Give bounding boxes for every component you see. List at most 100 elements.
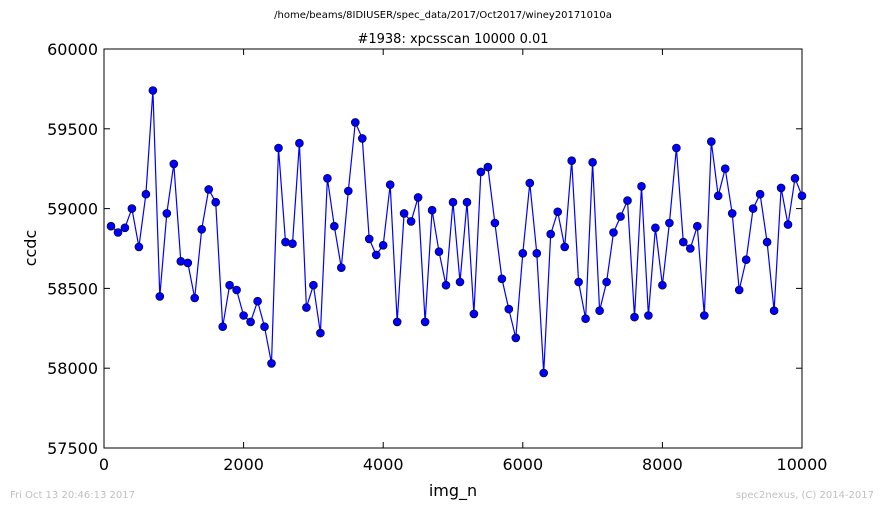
data-point bbox=[783, 220, 793, 229]
data-point bbox=[602, 277, 611, 287]
data-point bbox=[427, 205, 437, 215]
y-tick-label: 60000 bbox=[47, 40, 98, 59]
data-point bbox=[553, 207, 563, 217]
data-point bbox=[665, 218, 674, 228]
data-point bbox=[574, 277, 583, 287]
data-point bbox=[616, 212, 625, 221]
data-point bbox=[218, 322, 227, 332]
data-point bbox=[699, 311, 709, 320]
x-tick-label: 0 bbox=[99, 455, 109, 474]
data-point bbox=[434, 247, 444, 256]
footer-credit: spec2nexus, (C) 2014-2017 bbox=[735, 490, 874, 501]
data-point bbox=[546, 229, 556, 239]
y-tick-label: 59500 bbox=[47, 120, 98, 139]
data-point bbox=[211, 197, 220, 207]
data-point bbox=[253, 296, 262, 306]
series-layer bbox=[106, 86, 807, 378]
data-point bbox=[343, 186, 353, 196]
data-point bbox=[713, 191, 723, 201]
data-point bbox=[371, 250, 381, 260]
data-point bbox=[336, 263, 346, 273]
data-point bbox=[678, 237, 688, 247]
data-point bbox=[302, 303, 311, 312]
data-point bbox=[106, 221, 116, 231]
data-point bbox=[588, 158, 597, 167]
data-point bbox=[155, 292, 165, 301]
data-point bbox=[190, 293, 199, 303]
data-point bbox=[734, 285, 744, 295]
data-point bbox=[246, 317, 255, 327]
data-point bbox=[755, 189, 765, 199]
data-point bbox=[748, 204, 758, 213]
data-point bbox=[532, 249, 542, 258]
x-tick-label: 4000 bbox=[363, 455, 404, 474]
x-tick-label: 6000 bbox=[502, 455, 543, 474]
data-point bbox=[197, 225, 206, 234]
data-point bbox=[630, 312, 639, 322]
data-point bbox=[797, 191, 807, 201]
data-point bbox=[455, 277, 465, 287]
data-point bbox=[518, 249, 528, 258]
data-point bbox=[762, 237, 772, 247]
data-point bbox=[385, 180, 395, 189]
data-point bbox=[644, 311, 653, 320]
y-tick-label: 59000 bbox=[47, 200, 98, 219]
data-point bbox=[539, 368, 549, 378]
data-point bbox=[120, 223, 130, 233]
data-point bbox=[281, 237, 290, 247]
data-point bbox=[741, 255, 751, 265]
data-point bbox=[651, 223, 660, 233]
data-point bbox=[790, 174, 800, 183]
data-point bbox=[720, 164, 730, 173]
data-point bbox=[448, 197, 458, 207]
y-tick-label: 57500 bbox=[47, 439, 98, 458]
data-point bbox=[406, 217, 416, 226]
data-point bbox=[623, 196, 632, 205]
data-point bbox=[483, 162, 493, 172]
data-point bbox=[567, 156, 577, 165]
data-point bbox=[560, 242, 570, 252]
data-point bbox=[392, 317, 402, 327]
data-point bbox=[595, 306, 604, 316]
chart-suptitle: /home/beams/8IDIUSER/spec_data/2017/Oct2… bbox=[274, 10, 612, 21]
x-axis-label: img_n bbox=[429, 481, 477, 501]
data-point bbox=[413, 193, 423, 202]
data-point bbox=[288, 239, 297, 248]
data-point bbox=[239, 311, 248, 320]
data-point bbox=[127, 204, 137, 213]
data-point bbox=[323, 174, 332, 183]
data-point bbox=[204, 185, 213, 194]
data-point bbox=[497, 274, 507, 284]
data-point bbox=[581, 314, 590, 324]
data-point bbox=[274, 143, 283, 153]
data-point bbox=[113, 228, 123, 237]
y-tick-label: 58500 bbox=[47, 279, 98, 298]
data-point bbox=[490, 218, 500, 228]
data-point bbox=[776, 183, 786, 193]
data-point bbox=[350, 118, 360, 127]
data-point bbox=[769, 306, 779, 316]
data-point bbox=[260, 322, 269, 332]
data-point bbox=[637, 182, 646, 191]
series-line bbox=[110, 90, 803, 374]
data-point bbox=[162, 209, 172, 218]
data-point bbox=[295, 138, 304, 148]
data-point bbox=[309, 280, 318, 290]
x-tick-label: 2000 bbox=[223, 455, 264, 474]
y-tick-label: 58000 bbox=[47, 359, 98, 378]
data-point bbox=[685, 244, 695, 253]
x-tick-label: 8000 bbox=[642, 455, 683, 474]
chart-title: #1938: xpcsscan 10000 0.01 bbox=[357, 32, 548, 47]
data-point bbox=[225, 280, 234, 290]
data-point bbox=[658, 280, 667, 290]
data-point bbox=[692, 221, 702, 231]
data-point bbox=[727, 209, 737, 218]
data-point bbox=[504, 304, 514, 314]
data-point bbox=[364, 234, 374, 244]
x-tick-label: 10000 bbox=[777, 455, 828, 474]
data-point bbox=[134, 242, 144, 252]
data-point bbox=[357, 134, 367, 143]
data-point bbox=[267, 359, 276, 368]
plot-area bbox=[103, 48, 803, 449]
data-point bbox=[525, 178, 535, 188]
